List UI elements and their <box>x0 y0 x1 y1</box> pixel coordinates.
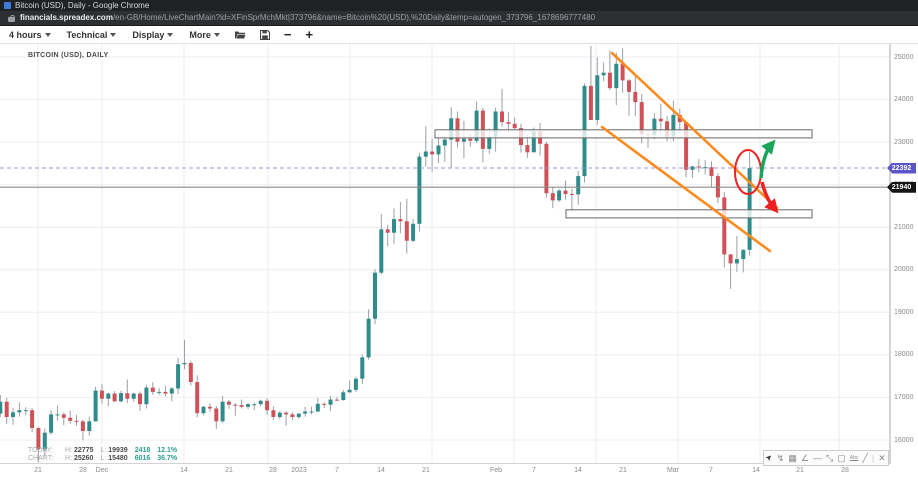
time-axis-label: 7 <box>335 467 339 474</box>
time-axis-label: 14 <box>180 467 188 474</box>
close-icon[interactable]: ✕ <box>878 453 886 463</box>
toolbar-menus: 4 hours Technical Display More <box>9 30 220 40</box>
time-axis-label: Mar <box>666 467 680 474</box>
trend-angle-icon[interactable]: ∠ <box>800 453 809 463</box>
chevron-down-icon <box>110 32 117 37</box>
trend-line-icon[interactable]: ⤡ <box>826 453 834 463</box>
url-path: /en-GB/Home/LiveChartMain?id=XFinSprMchM… <box>112 13 596 22</box>
save-button[interactable] <box>259 29 270 41</box>
price-zone <box>434 129 813 139</box>
today-percent-value: 12.1% <box>157 447 178 454</box>
stats-today-label: TODAY: <box>28 447 54 454</box>
stats-chart-row: CHART: H: 25260 L: 15480 6016 36.7% <box>28 455 177 463</box>
time-axis-label: 14 <box>377 467 385 474</box>
chart-change-value: 6016 <box>134 455 151 462</box>
rectangle-icon[interactable]: ▢ <box>837 453 846 463</box>
time-axis-label: 28 <box>841 467 849 474</box>
candles-layer <box>0 45 752 463</box>
polyline-icon[interactable]: ↯ <box>776 453 785 463</box>
horizontal-line-icon[interactable]: — <box>812 453 822 463</box>
browser-title-bar: Bitcoin (USD), Daily - Google Chrome <box>0 0 918 11</box>
time-axis-label: 14 <box>752 467 760 474</box>
divider: | <box>871 453 875 463</box>
url-host: financials.spreadex.com <box>20 13 113 22</box>
time-axis-label: 21 <box>422 467 430 474</box>
symbol-label: BITCOIN (USD), DAILY <box>28 52 109 59</box>
chevron-down-icon <box>213 32 220 37</box>
page-favicon <box>4 2 11 9</box>
session-stats: TODAY: H: 22775 L: 19939 2418 12.1% CHAR… <box>28 447 177 463</box>
price-chart-svg[interactable] <box>0 44 918 464</box>
time-axis-label: 21 <box>34 467 42 474</box>
chart-low-value: 15480 <box>108 455 128 462</box>
menu-more[interactable]: More <box>189 30 220 40</box>
time-axis-label: 28 <box>269 467 277 474</box>
chart-toolbar: 4 hours Technical Display More − + <box>0 26 918 44</box>
time-axis-label: 7 <box>709 467 713 474</box>
slash-icon[interactable]: ╱ <box>862 453 868 463</box>
today-change-value: 2418 <box>134 447 151 454</box>
menu-display[interactable]: Display <box>132 30 174 40</box>
chart-low-key: L: <box>100 455 107 462</box>
time-axis-label: Feb <box>489 467 503 474</box>
zoom-in-button[interactable]: + <box>305 26 314 42</box>
bullish-arrow <box>759 139 776 179</box>
today-low-value: 19939 <box>108 447 128 454</box>
time-axis-label: 7 <box>532 467 536 474</box>
bearish-arrow <box>760 181 779 214</box>
time-axis-label: 21 <box>619 467 627 474</box>
price-zone <box>565 209 813 219</box>
menu-technical[interactable]: Technical <box>67 30 117 40</box>
text-icon[interactable]: Abc <box>849 455 859 461</box>
trendline <box>610 51 779 210</box>
drawing-toolbar: ➤ ↯ ▦ ∠ — ⤡ ▢ Abc ╱ | ✕ <box>763 450 889 466</box>
window-title: Bitcoin (USD), Daily - Google Chrome <box>15 0 150 10</box>
open-folder-icon <box>234 31 246 38</box>
chevron-down-icon <box>44 32 51 37</box>
save-icon <box>259 29 270 40</box>
time-axis-label: 2023 <box>291 467 307 474</box>
today-low-key: L: <box>100 447 107 454</box>
time-axis-label: 21 <box>225 467 233 474</box>
today-high-value: 22775 <box>73 447 94 454</box>
level-price-badge: 21940 <box>887 181 916 193</box>
chart-percent-value: 36.7% <box>157 455 178 462</box>
trendline <box>600 125 772 253</box>
url-text[interactable]: financials.spreadex.com/en-GB/Home/LiveC… <box>20 14 595 22</box>
time-axis-label: 28 <box>79 467 87 474</box>
stats-chart-label: CHART: <box>28 455 54 462</box>
stats-today-row: TODAY: H: 22775 L: 19939 2418 12.1% <box>28 447 177 455</box>
time-axis-label: Dec <box>95 467 109 474</box>
grid-icon[interactable]: ▦ <box>788 453 797 463</box>
zoom-out-button[interactable]: − <box>283 26 292 42</box>
chevron-down-icon <box>167 32 174 37</box>
lock-icon <box>8 14 15 22</box>
browser-url-bar[interactable]: financials.spreadex.com/en-GB/Home/LiveC… <box>0 11 918 26</box>
time-axis-label: 14 <box>574 467 582 474</box>
current-price-badge: 22392 <box>887 162 916 174</box>
menu-interval[interactable]: 4 hours <box>9 30 51 40</box>
chart-high-key: H: <box>65 455 72 462</box>
time-axis-label: 21 <box>796 467 804 474</box>
chart-high-value: 25260 <box>73 455 94 462</box>
pointer-icon[interactable]: ➤ <box>763 452 775 464</box>
open-folder-button[interactable] <box>234 29 246 41</box>
today-high-key: H: <box>65 447 72 454</box>
